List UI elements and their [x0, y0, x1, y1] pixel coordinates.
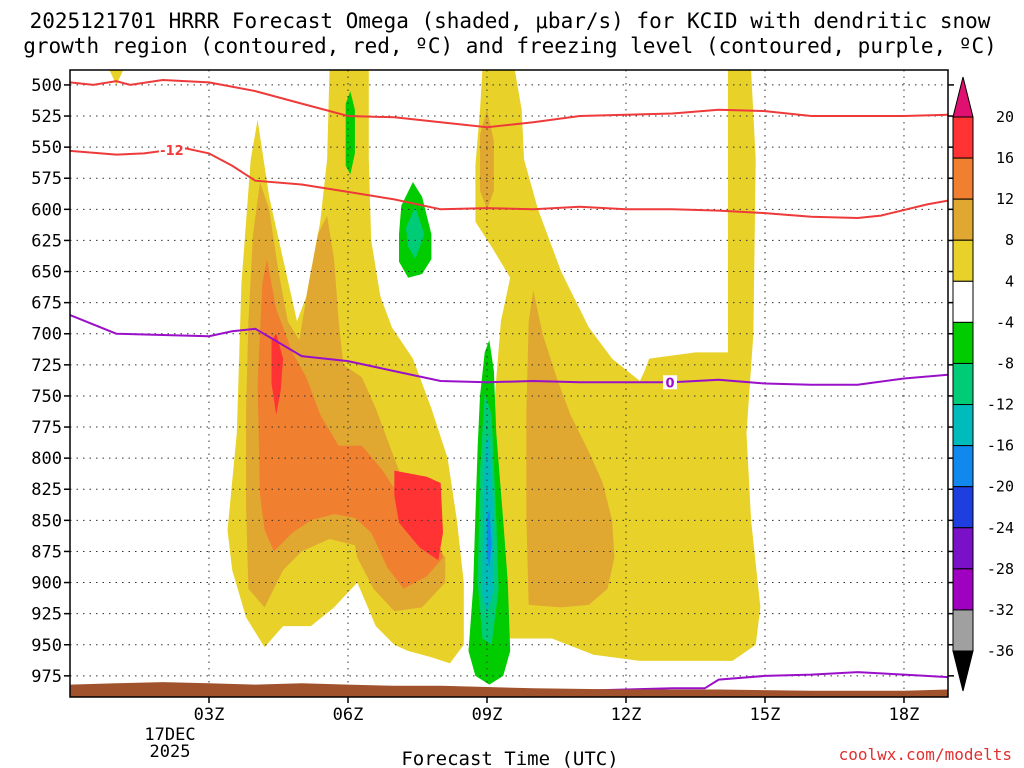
x-tick-label-09Z: 09Z [472, 705, 503, 725]
freezing-label-bg [663, 375, 678, 390]
y-tick-label-800: 800 [31, 449, 62, 469]
y-tick-label-500: 500 [31, 76, 62, 96]
colorbar-label-neg16: -16 [987, 437, 1014, 455]
colorbar-label-4: 4 [1005, 272, 1014, 290]
y-tick-label-850: 850 [31, 511, 62, 531]
y-tick-label-825: 825 [31, 480, 62, 500]
colorbar-bottom-triangle [952, 650, 974, 692]
colorbar-label-neg4: -4 [996, 313, 1014, 331]
colorbar-label-neg20: -20 [987, 478, 1014, 496]
colorbar-label-8: 8 [1005, 231, 1014, 249]
time-axis: 03Z 06Z 09Z 12Z 15Z 18Z [194, 697, 920, 725]
x-axis-label: Forecast Time (UTC) [401, 748, 618, 768]
colorbar-label-neg8: -8 [996, 354, 1014, 372]
omega-region-neg4-9 [345, 91, 355, 175]
colorbar-segment-4 [952, 280, 974, 323]
colorbar-segment-8 [952, 445, 974, 488]
colorbar-segment-2 [952, 198, 974, 241]
y-tick-label-625: 625 [31, 231, 62, 251]
y-tick-label-550: 550 [31, 138, 62, 158]
credit-text: coolwx.com/modelts [839, 745, 1012, 764]
y-tick-label-925: 925 [31, 605, 62, 625]
colorbar-segment-11 [952, 568, 974, 611]
colorbar-segment-10 [952, 527, 974, 570]
y-tick-label-575: 575 [31, 169, 62, 189]
omega-region-16-7 [271, 333, 284, 415]
omega-region-8-4 [480, 109, 494, 210]
omega-region-4-0 [109, 70, 124, 85]
colorbar-label-20: 20 [996, 108, 1014, 126]
x-tick-label-12Z: 12Z [611, 705, 642, 725]
date-label-year: 2025 [150, 742, 191, 762]
colorbar-segment-9 [952, 486, 974, 529]
y-tick-label-750: 750 [31, 387, 62, 407]
y-tick-label-900: 900 [31, 574, 62, 594]
date-label-day: 17DEC [144, 725, 195, 745]
y-tick-label-975: 975 [31, 667, 62, 687]
y-tick-label-650: 650 [31, 263, 62, 283]
dgz-contour-label: -12 [160, 144, 184, 159]
omega-shading-layer [109, 70, 761, 685]
chart-title-line1: 2025121701 HRRR Forecast Omega (shaded, … [30, 9, 991, 33]
freezing-level-contour [70, 314, 948, 386]
plot-area: -12 0 [70, 70, 948, 697]
y-tick-label-725: 725 [31, 356, 62, 376]
y-tick-label-525: 525 [31, 107, 62, 127]
freezing-level-label: 0 [665, 376, 674, 391]
colorbar-segment-1 [952, 157, 974, 200]
colorbar-label-neg24: -24 [987, 519, 1014, 537]
colorbar-label-16: 16 [996, 149, 1014, 167]
colorbar-label-neg32: -32 [987, 601, 1014, 619]
dgz-label-bg [158, 142, 185, 157]
colorbar-segment-0 [952, 116, 974, 159]
colorbar-segment-12 [952, 609, 974, 652]
y-tick-label-775: 775 [31, 418, 62, 438]
colorbar-label-neg28: -28 [987, 560, 1014, 578]
omega-region-neg16-15 [487, 507, 492, 568]
omega-region-16-8 [394, 470, 443, 561]
pressure-axis: 500 525 550 575 600 625 650 675 700 725 750 775 800 8… [31, 76, 954, 687]
colorbar-label-12: 12 [996, 190, 1014, 208]
colorbar-label-neg12: -12 [987, 396, 1014, 414]
colorbar-top-triangle [952, 76, 974, 118]
x-tick-label-06Z: 06Z [333, 705, 364, 725]
plot-frame [69, 69, 949, 698]
y-tick-label-600: 600 [31, 200, 62, 220]
x-tick-label-18Z: 18Z [889, 705, 920, 725]
omega-region-8-5 [526, 290, 615, 608]
colorbar-segment-7 [952, 404, 974, 447]
colorbar-label-neg36: -36 [987, 642, 1014, 660]
chart-title-line2: growth region (contoured, red, ºC) and f… [23, 34, 997, 58]
terrain-layer [70, 682, 948, 697]
x-tick-label-03Z: 03Z [194, 705, 225, 725]
y-tick-label-700: 700 [31, 325, 62, 345]
y-tick-label-950: 950 [31, 636, 62, 656]
x-tick-label-15Z: 15Z [750, 705, 781, 725]
colorbar-segment-6 [952, 362, 974, 406]
omega-region-neg8-12 [405, 206, 425, 260]
colorbar-segment-5 [952, 321, 974, 364]
dgz-contour-0 [70, 78, 948, 129]
colorbar: 20 16 12 8 4 -4 -8 -12 -16 -20 -24 -28 -32 -36 [952, 76, 1014, 692]
y-tick-label-875: 875 [31, 542, 62, 562]
terrain-fill [70, 682, 948, 697]
colorbar-segment-3 [952, 239, 974, 282]
y-tick-label-675: 675 [31, 294, 62, 314]
